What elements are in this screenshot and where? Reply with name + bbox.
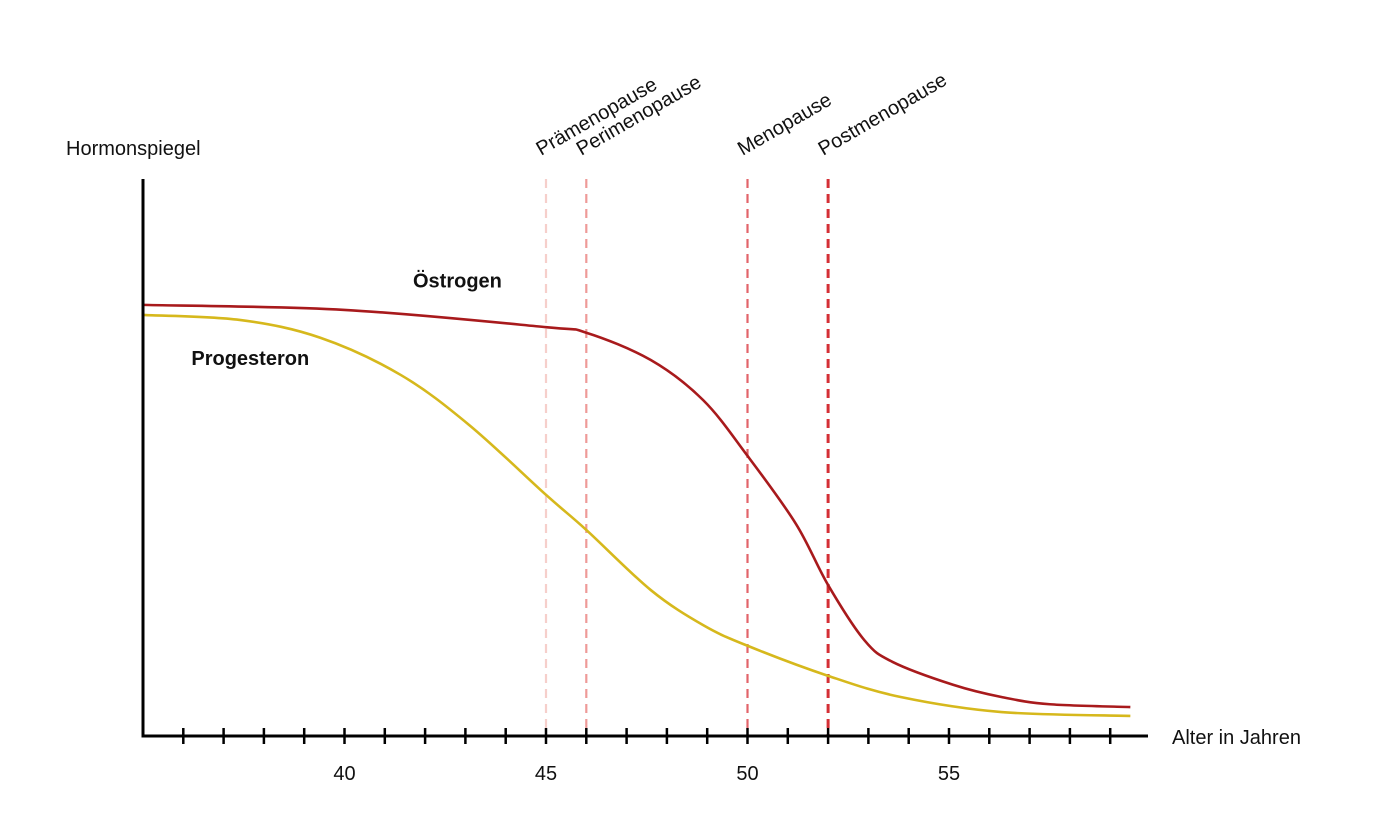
series-line-progesteron — [142, 313, 1131, 718]
x-tick-label: 50 — [736, 763, 758, 785]
x-tick-label: 45 — [535, 763, 557, 785]
x-tick-labels: 40 45 50 55 — [333, 763, 960, 785]
phase-lines — [544, 179, 830, 736]
x-axis-title: Alter in Jahren — [1172, 727, 1301, 749]
x-ticks — [182, 728, 1112, 744]
series-label: Progesteron — [191, 348, 309, 370]
series-line-oestrogen — [142, 303, 1131, 709]
series-group — [142, 303, 1131, 718]
series-labels: Östrogen Progesteron — [191, 270, 502, 370]
axes: 40 45 50 55 — [141, 179, 1148, 785]
series-label: Östrogen — [413, 270, 502, 293]
y-axis-title: Hormonspiegel — [66, 138, 201, 160]
phase-label: Postmenopause — [815, 69, 951, 160]
x-tick-label: 55 — [938, 763, 960, 785]
x-tick-label: 40 — [333, 763, 355, 785]
